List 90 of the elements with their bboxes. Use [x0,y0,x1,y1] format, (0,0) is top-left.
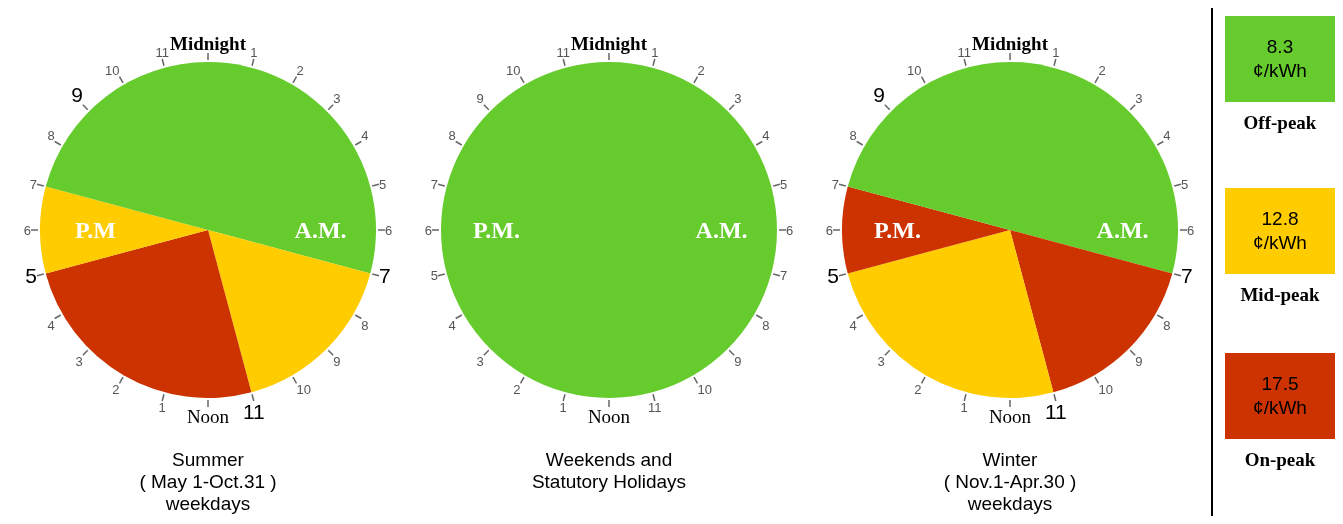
text: 8 [47,127,55,143]
category-label: On-peak [1243,449,1317,471]
text: 11 [957,45,971,61]
text: 3 [476,354,484,370]
text: 7 [779,268,788,284]
text: 10 [1098,382,1113,398]
text: 6 [23,222,31,238]
text: 2 [1098,62,1106,78]
text: 8 [762,317,770,333]
text: 5 [430,268,439,284]
text: 8 [1163,317,1171,333]
text: 8 [361,317,369,333]
category-label: Mid-peak [1239,284,1321,306]
text: ¢/kWh [1253,232,1307,253]
text: 9 [873,82,885,106]
text: 3 [734,90,742,106]
text: 10 [296,382,311,398]
text: 2 [513,382,521,398]
text: Midnight [169,33,247,54]
text: 11 [648,399,662,415]
text: 3 [75,354,83,370]
text: 6 [424,222,432,238]
text: Noon [587,406,631,427]
text: 11 [1044,399,1067,423]
text: 1 [651,45,659,61]
text: P.M [74,217,116,243]
text: 2 [296,62,304,78]
text: 10 [506,62,521,78]
text: Midnight [570,33,648,54]
text: 2 [914,382,922,398]
text: 9 [1135,354,1143,370]
text: Winter ( Nov.1-Apr.30 ) weekdays [943,448,1077,514]
text: 4 [1163,127,1171,143]
text: 9 [734,354,742,370]
text: A.M. [1096,217,1149,243]
text: 6 [825,222,833,238]
category-label: Off-peak [1242,112,1318,134]
text: 4 [47,317,55,333]
text: P.M. [873,217,921,243]
text: 10 [105,62,120,78]
text: 10 [697,382,712,398]
text: 11 [242,399,265,423]
text: 12.8 [1261,208,1299,229]
text: 4 [762,127,770,143]
text: 17.5 [1261,373,1299,394]
text: 1 [250,45,258,61]
text: 4 [448,317,456,333]
text: 3 [877,354,885,370]
text: 7 [29,176,38,192]
text: 5 [25,264,38,288]
text: 1 [158,399,166,415]
text: 1 [960,399,968,415]
text: 1 [559,399,567,415]
text: 5 [1180,176,1189,192]
text: 7 [1180,264,1193,288]
text: 7 [430,176,439,192]
text: A.M. [294,217,347,243]
text: Midnight [971,33,1049,54]
text: 4 [849,317,857,333]
text: 8.3 [1266,36,1294,57]
text: 11 [155,45,169,61]
text: 9 [476,90,484,106]
text: 6 [385,222,393,238]
text: Summer ( May 1-Oct.31 ) weekdays [139,448,277,514]
text: 11 [556,45,570,61]
text: 9 [71,82,83,106]
text: A.M. [695,217,748,243]
text: 6 [1187,222,1195,238]
text: 5 [378,176,387,192]
text: 10 [907,62,922,78]
text: 3 [333,90,341,106]
text: 7 [378,264,391,288]
text: Noon [186,406,230,427]
text: 2 [697,62,705,78]
text: 8 [448,127,456,143]
color-bar-title: ¢/kWh [1252,59,1308,83]
text: 3 [1135,90,1143,106]
text: 6 [786,222,794,238]
text: Noon [988,406,1032,427]
text: P.M. [472,217,520,243]
text: 5 [827,264,840,288]
text: 9 [333,354,341,370]
text: 4 [361,127,369,143]
text: 2 [112,382,120,398]
text: 8 [849,127,857,143]
text: 5 [779,176,788,192]
text: 7 [831,176,840,192]
text: ¢/kWh [1253,397,1307,418]
text: 1 [1052,45,1060,61]
text: Weekends and Statutory Holidays [531,448,687,492]
